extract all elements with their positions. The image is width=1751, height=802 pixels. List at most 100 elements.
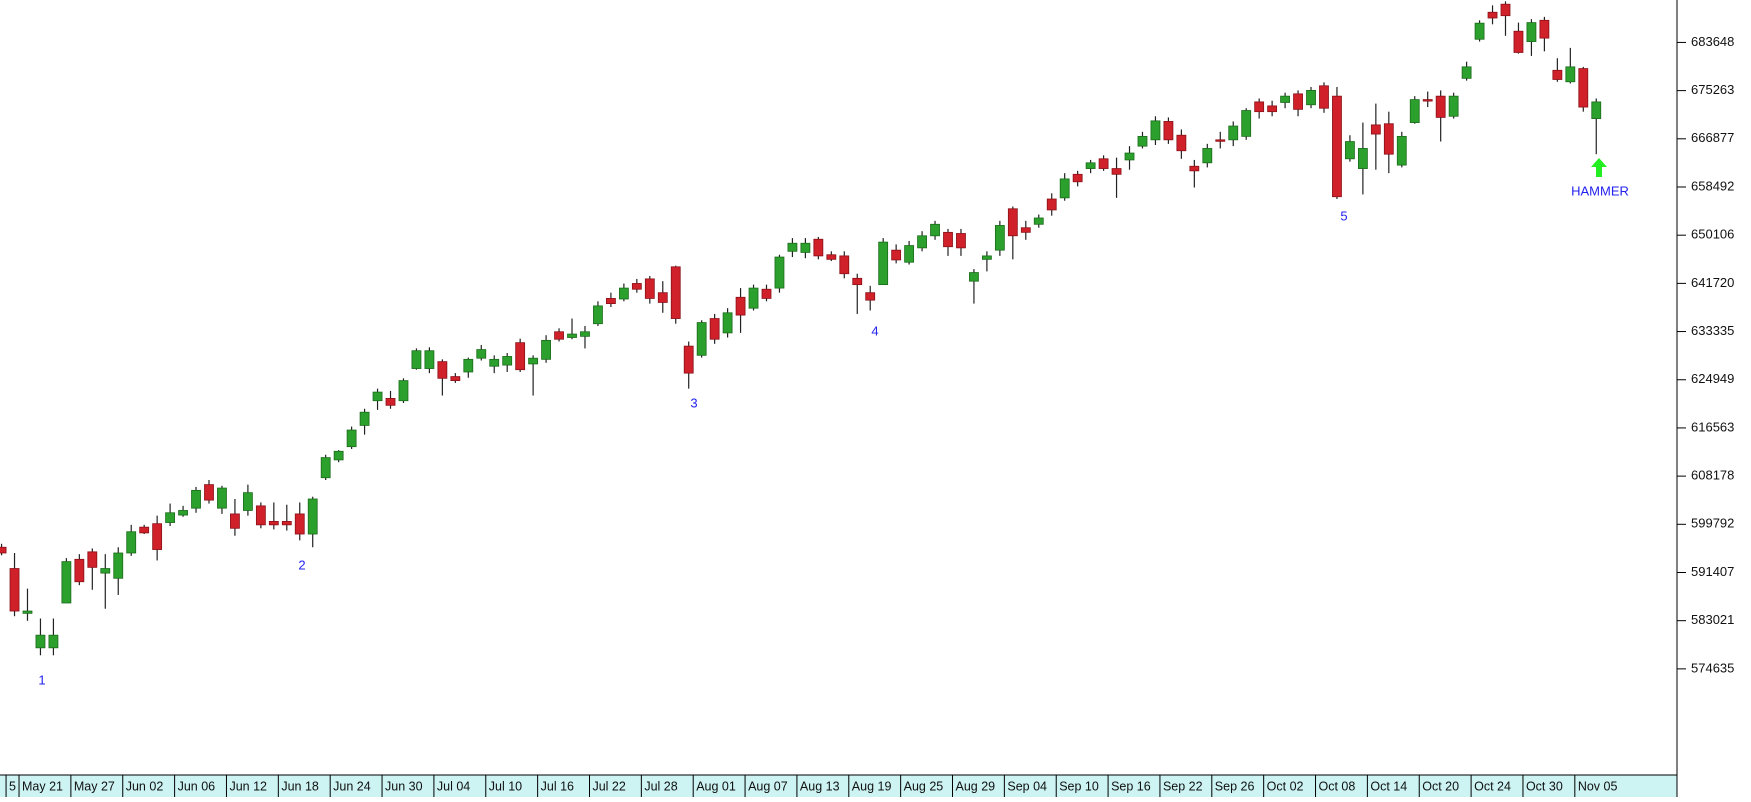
- x-tick-label: Jun 30: [385, 779, 423, 793]
- candle-body: [735, 296, 746, 316]
- candle-body: [398, 380, 409, 402]
- y-tick-label: 608178: [1691, 468, 1734, 483]
- x-tick-label: Oct 08: [1319, 779, 1356, 793]
- candle-body: [1513, 30, 1524, 53]
- candle-body: [852, 277, 863, 286]
- candle-body: [696, 322, 707, 356]
- candle-body: [1422, 99, 1433, 102]
- x-tick-label: Jul 10: [489, 779, 522, 793]
- annotation: HAMMER: [1571, 183, 1629, 198]
- x-tick-label: Aug 07: [748, 779, 788, 793]
- candle-body: [463, 358, 474, 373]
- x-tick-label: Oct 30: [1526, 779, 1563, 793]
- candle-body: [1098, 158, 1109, 169]
- candle-body: [865, 292, 876, 301]
- candle-body: [100, 568, 111, 574]
- x-tick-label: Sep 26: [1215, 779, 1255, 793]
- candle-body: [878, 241, 889, 286]
- candle-body: [48, 634, 59, 649]
- candle-body: [1176, 134, 1187, 152]
- candle-body: [242, 492, 253, 511]
- candle-body: [204, 484, 214, 501]
- annotations: 1 2 3 4 5 HAMMER: [38, 183, 1629, 687]
- candle-body: [1565, 66, 1576, 83]
- candles: [0, 1, 1602, 656]
- x-axis-band: [0, 775, 1677, 797]
- y-tick-label: 650106: [1691, 227, 1734, 242]
- candle-body: [1487, 11, 1498, 19]
- x-tick-label: Sep 10: [1059, 779, 1099, 793]
- candle-body: [1059, 178, 1070, 199]
- candle-body: [1124, 152, 1135, 161]
- y-tick-label: 574635: [1691, 660, 1734, 675]
- candle-body: [943, 231, 953, 248]
- y-axis: 574635 583021 591407 599792 608178 616563 6249…: [1677, 34, 1734, 675]
- annotation: 2: [298, 557, 305, 572]
- x-tick-label: Jun 06: [178, 779, 216, 793]
- candle-body: [139, 526, 150, 534]
- annotation: 3: [690, 395, 697, 410]
- candle-body: [709, 318, 720, 340]
- y-tick-label: 616563: [1691, 419, 1734, 434]
- candle-body: [606, 298, 616, 304]
- candle-body: [307, 498, 318, 535]
- candle-body: [1150, 120, 1161, 141]
- y-tick-label: 641720: [1691, 275, 1734, 290]
- candle-body: [982, 255, 992, 260]
- candle-body: [372, 391, 383, 402]
- candle-body: [489, 358, 500, 367]
- candle-body: [74, 558, 85, 583]
- x-tick-label: Oct 20: [1422, 779, 1459, 793]
- candle-body: [1578, 68, 1589, 108]
- x-tick-label: Jun 12: [229, 779, 267, 793]
- candle-body: [1319, 85, 1329, 109]
- candle-body: [1267, 105, 1278, 113]
- candle-body: [1383, 123, 1394, 155]
- candle-body: [969, 272, 979, 282]
- x-tick-label: Aug 13: [800, 779, 840, 793]
- x-tick-label: Jun 18: [281, 779, 319, 793]
- candle-body: [593, 305, 603, 325]
- candle-body: [644, 278, 655, 299]
- x-tick-label: Aug 25: [904, 779, 944, 793]
- candle-body: [1033, 217, 1044, 225]
- y-tick-label: 666877: [1691, 130, 1734, 145]
- candle-body: [631, 283, 642, 290]
- candle-body: [152, 523, 163, 550]
- candle-body: [165, 512, 176, 523]
- candle-body: [359, 411, 370, 426]
- x-tick-label: Aug 19: [852, 779, 892, 793]
- y-tick-label: 599792: [1691, 516, 1734, 531]
- x-tick-label: Sep 22: [1163, 779, 1203, 793]
- candle-body: [424, 350, 435, 369]
- candle-body: [1007, 208, 1018, 237]
- x-tick-label: Oct 14: [1370, 779, 1407, 793]
- candle-body: [787, 242, 798, 252]
- x-axis: 5 May 21 May 27 Jun 02 Jun 06 Jun 12 Jun 18 Jun…: [5, 775, 1617, 797]
- candle-body: [113, 552, 124, 579]
- x-tick-label: Aug 29: [956, 779, 996, 793]
- x-tick-label: Jul 04: [437, 779, 470, 793]
- candle-body: [1591, 101, 1602, 119]
- candle-body: [35, 634, 46, 649]
- candle-body: [61, 561, 72, 604]
- candle-body: [930, 223, 940, 237]
- x-tick-label: Oct 24: [1474, 779, 1511, 793]
- candle-body: [1345, 141, 1355, 160]
- candle-body: [476, 349, 487, 359]
- candle-body: [1370, 124, 1381, 135]
- x-tick-label: Jun 24: [333, 779, 371, 793]
- candle-body: [1215, 139, 1226, 142]
- candle-body: [333, 450, 344, 461]
- candle-body: [670, 266, 681, 319]
- candle-body: [191, 489, 201, 509]
- candle-body: [567, 333, 577, 338]
- candle-body: [1046, 198, 1057, 211]
- candle-body: [774, 256, 785, 289]
- candle-body: [1526, 22, 1537, 42]
- candle-body: [1474, 22, 1485, 40]
- candle-body: [515, 342, 526, 371]
- candle-body: [0, 546, 7, 554]
- x-tick-label: Sep 16: [1111, 779, 1151, 793]
